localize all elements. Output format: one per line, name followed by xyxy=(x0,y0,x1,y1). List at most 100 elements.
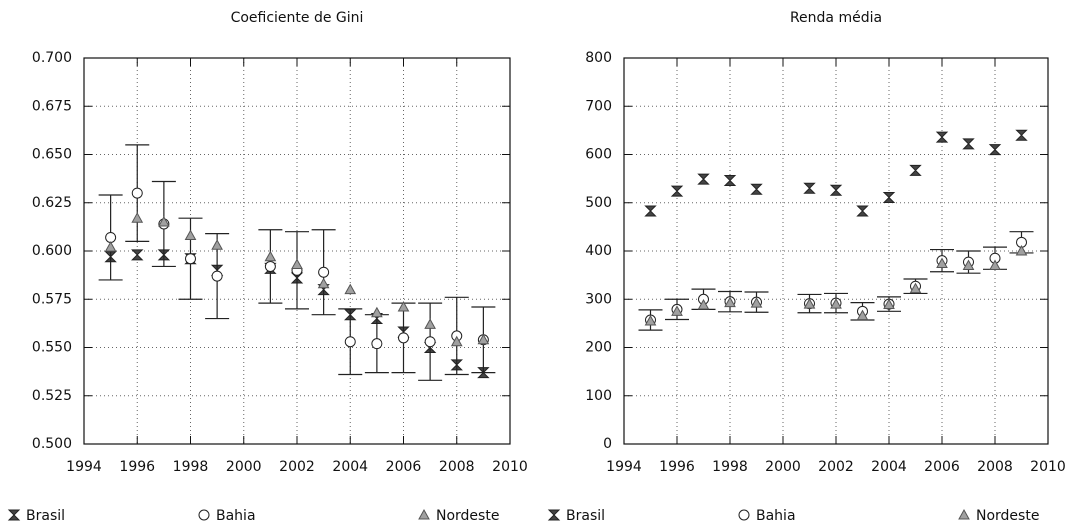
legend-label: Brasil xyxy=(26,508,65,524)
marker-bowtie xyxy=(829,184,843,196)
legend-label: Brasil xyxy=(566,508,605,524)
x-tick-label: 2004 xyxy=(332,459,368,475)
x-tick-label: 1996 xyxy=(659,459,695,475)
marker-bowtie xyxy=(935,131,949,143)
y-tick-label: 300 xyxy=(585,291,612,307)
marker-circle xyxy=(738,509,750,521)
marker-triangle xyxy=(424,318,436,329)
x-tick-label: 1996 xyxy=(119,459,155,475)
marker-circle xyxy=(105,231,117,243)
marker-triangle xyxy=(397,300,410,312)
x-tick-label: 2000 xyxy=(226,459,262,475)
marker-bowtie xyxy=(670,185,684,197)
marker-triangle xyxy=(104,241,117,252)
chart-title: Renda média xyxy=(790,10,882,26)
plot-frame xyxy=(83,57,511,445)
marker-triangle xyxy=(344,283,357,295)
x-tick-label: 2000 xyxy=(765,459,801,475)
marker-triangle xyxy=(724,296,736,308)
marker-bowtie xyxy=(131,249,144,261)
x-tick-label: 2010 xyxy=(1030,459,1066,475)
y-tick-label: 0.675 xyxy=(32,98,72,114)
marker-triangle xyxy=(883,298,895,310)
x-tick-label: 1998 xyxy=(712,459,748,475)
x-tick-label: 1998 xyxy=(173,459,209,475)
marker-triangle xyxy=(671,305,683,316)
y-tick-label: 0.625 xyxy=(32,195,72,211)
x-tick-label: 1994 xyxy=(606,459,642,475)
marker-triangle xyxy=(264,250,277,262)
y-tick-label: 700 xyxy=(585,98,612,114)
marker-triangle xyxy=(803,298,816,309)
marker-circle xyxy=(211,270,223,282)
marker-triangle xyxy=(371,306,383,318)
marker-circle xyxy=(318,266,330,278)
y-tick-label: 0 xyxy=(603,436,612,452)
x-tick-label: 2006 xyxy=(924,459,960,475)
y-tick-label: 0.500 xyxy=(32,436,72,452)
x-tick-label: 2010 xyxy=(492,459,528,475)
marker-bowtie xyxy=(723,175,737,187)
marker-triangle xyxy=(936,257,948,269)
legend-label: Nordeste xyxy=(436,508,499,524)
marker-triangle xyxy=(131,212,144,223)
y-tick-label: 0.550 xyxy=(32,340,72,356)
marker-circle xyxy=(398,332,409,344)
marker-triangle xyxy=(158,216,170,227)
marker-bowtie xyxy=(909,164,922,176)
x-tick-label: 2006 xyxy=(386,459,422,475)
marker-triangle xyxy=(1015,244,1028,256)
marker-circle xyxy=(264,260,276,272)
marker-triangle xyxy=(697,299,710,310)
plot-frame xyxy=(623,57,1049,445)
marker-circle xyxy=(344,336,356,348)
x-tick-label: 2008 xyxy=(439,459,475,475)
x-tick-label: 2008 xyxy=(977,459,1013,475)
y-tick-label: 0.575 xyxy=(32,291,72,307)
legend-label: Nordeste xyxy=(976,508,1039,524)
marker-circle xyxy=(424,336,436,348)
marker-triangle xyxy=(211,239,223,250)
marker-triangle xyxy=(830,298,842,309)
x-tick-label: 2002 xyxy=(279,459,315,475)
y-tick-label: 0.700 xyxy=(32,50,72,66)
x-tick-label: 2004 xyxy=(871,459,907,475)
marker-triangle xyxy=(418,508,430,520)
marker-triangle xyxy=(750,297,763,308)
y-tick-label: 600 xyxy=(585,147,612,163)
y-tick-label: 0.525 xyxy=(32,388,72,404)
marker-triangle xyxy=(958,508,970,520)
marker-bowtie xyxy=(697,173,710,185)
marker-triangle xyxy=(644,314,657,326)
y-tick-label: 0.650 xyxy=(32,147,72,163)
y-tick-label: 500 xyxy=(585,195,612,211)
marker-bowtie xyxy=(547,509,561,521)
marker-bowtie xyxy=(7,509,21,521)
marker-triangle xyxy=(291,258,303,270)
marker-triangle xyxy=(317,277,330,289)
marker-bowtie xyxy=(750,183,763,195)
marker-circle xyxy=(371,338,383,350)
y-tick-label: 100 xyxy=(585,388,612,404)
y-tick-label: 400 xyxy=(585,243,612,259)
x-tick-label: 1994 xyxy=(66,459,102,475)
marker-bowtie xyxy=(988,144,1002,156)
legend-label: Bahia xyxy=(216,508,256,524)
marker-triangle xyxy=(989,259,1001,270)
y-tick-label: 0.600 xyxy=(32,243,72,259)
marker-triangle xyxy=(477,333,490,345)
marker-bowtie xyxy=(882,191,896,203)
legend-label: Bahia xyxy=(756,508,796,524)
marker-bowtie xyxy=(1015,129,1028,141)
marker-circle xyxy=(198,509,210,521)
marker-triangle xyxy=(909,282,922,294)
marker-bowtie xyxy=(803,182,816,194)
marker-bowtie xyxy=(962,138,975,150)
y-tick-label: 200 xyxy=(585,340,612,356)
marker-bowtie xyxy=(644,205,657,217)
marker-triangle xyxy=(962,259,975,270)
chart-title: Coeficiente de Gini xyxy=(231,10,364,26)
x-tick-label: 2002 xyxy=(818,459,854,475)
